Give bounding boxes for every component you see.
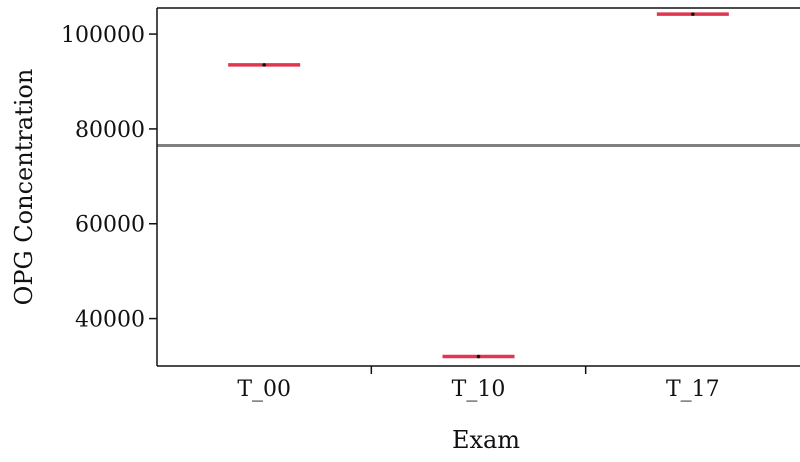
x-axis-label: Exam (452, 426, 520, 454)
data-point (262, 63, 266, 67)
y-tick-label: 60000 (75, 213, 145, 238)
x-axis: T_00 T_10 T_17 (157, 365, 800, 402)
x-tick-label: T_10 (452, 377, 506, 402)
data-point (691, 12, 695, 16)
x-tick-label: T_17 (666, 377, 720, 402)
y-axis-label: OPG Concentration (10, 69, 38, 306)
data-point (476, 354, 481, 359)
y-tick-label: 80000 (75, 118, 145, 143)
y-tick-label: 100000 (61, 23, 145, 48)
y-tick-label: 40000 (75, 308, 145, 333)
plot-area (157, 7, 800, 359)
y-axis: 40000 60000 80000 100000 (61, 8, 158, 366)
x-tick-label: T_00 (237, 377, 291, 402)
